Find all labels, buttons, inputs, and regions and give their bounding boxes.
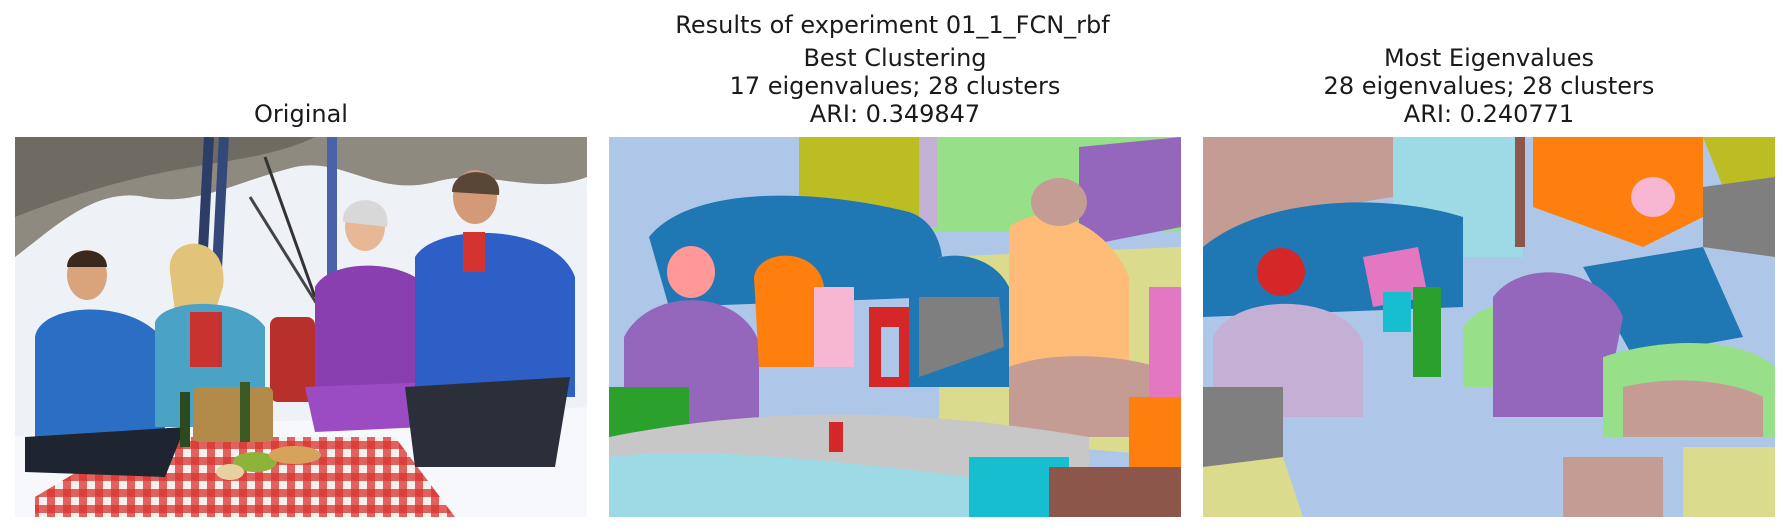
- panel-most-eigenvalues: Most Eigenvalues 28 eigenvalues; 28 clus…: [1203, 0, 1775, 532]
- panel-title-line: Original: [254, 100, 348, 128]
- panel-title-line: Best Clustering: [803, 44, 987, 72]
- segmentation-map: [609, 137, 1181, 517]
- panel-title-line: ARI: 0.349847: [809, 100, 981, 128]
- panel-title-most-eigenvalues: Most Eigenvalues 28 eigenvalues; 28 clus…: [1163, 44, 1785, 128]
- most-eigenvalues-segmentation: [1203, 137, 1775, 517]
- original-photo-illustration: [15, 137, 587, 517]
- panel-title-line: 17 eigenvalues; 28 clusters: [729, 72, 1061, 100]
- panel-title-line: Most Eigenvalues: [1383, 44, 1595, 72]
- original-image: [15, 137, 587, 517]
- panel-title-original: Original: [0, 100, 627, 128]
- panel-title-line: 28 eigenvalues; 28 clusters: [1323, 72, 1655, 100]
- panel-title-line: ARI: 0.240771: [1403, 100, 1575, 128]
- panel-best-clustering: Best Clustering 17 eigenvalues; 28 clust…: [609, 0, 1181, 532]
- panel-original: Original: [15, 0, 587, 532]
- best-clustering-segmentation: [609, 137, 1181, 517]
- segmentation-map: [1203, 137, 1775, 517]
- panel-title-best-clustering: Best Clustering 17 eigenvalues; 28 clust…: [569, 44, 1221, 128]
- figure-suptitle: Results of experiment 01_1_FCN_rbf: [675, 11, 1110, 39]
